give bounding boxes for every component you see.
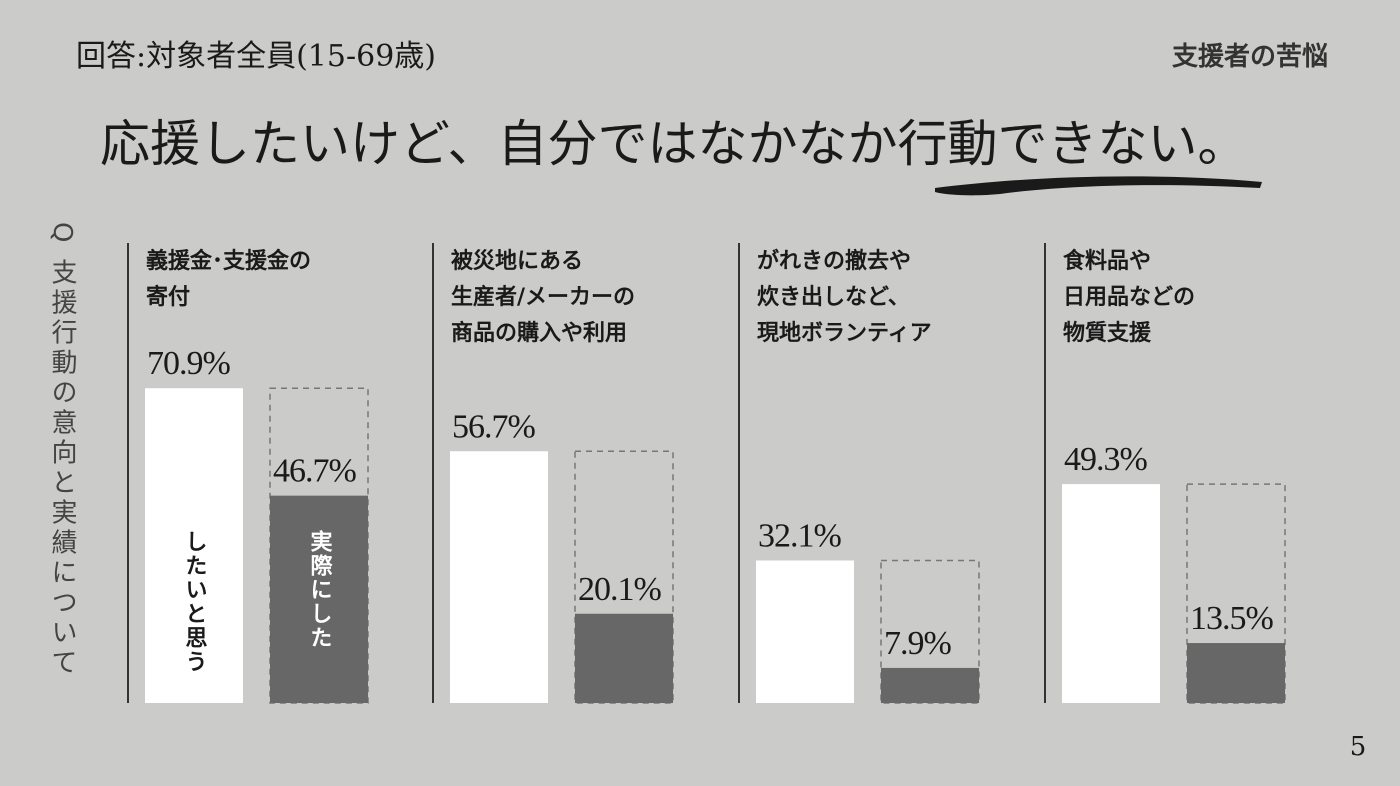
- bar: [145, 388, 243, 703]
- value-label: 46.7%: [273, 453, 357, 490]
- panel-title: 寄付: [146, 284, 190, 310]
- section-label: 支援者の苦悩: [1172, 42, 1328, 72]
- panel-title: 現地ボランティア: [757, 321, 932, 346]
- bar-label: したいと思う: [182, 530, 208, 674]
- bar: [881, 667, 979, 703]
- value-label: 32.1%: [758, 517, 842, 554]
- panel-title: 日用品などの: [1063, 285, 1195, 310]
- question: Q 支援行動の意向と実績について: [47, 222, 77, 679]
- panel-title: 商品の購入や利用: [451, 320, 627, 346]
- page-number: 5: [1350, 732, 1367, 762]
- header: 回答:対象者全員(15-69歳): [76, 39, 436, 74]
- panel-title: 炊き出しなど、: [757, 285, 910, 310]
- value-label: 70.9%: [147, 345, 231, 382]
- panel-title: 生産者/メーカーの: [451, 284, 635, 310]
- bar-label: 実際にした: [307, 529, 333, 650]
- bar: [270, 495, 368, 703]
- bar: [756, 560, 854, 703]
- bar: [1187, 643, 1285, 703]
- value-label: 7.9%: [884, 625, 952, 662]
- value-label: 20.1%: [578, 571, 662, 608]
- value-label: 56.7%: [452, 408, 536, 445]
- value-label: 49.3%: [1064, 441, 1148, 478]
- bar: [450, 451, 548, 703]
- panel-title: 被災地にある: [451, 249, 583, 274]
- bar: [575, 613, 673, 703]
- panel-title: 義援金･支援金の: [146, 248, 311, 274]
- brush-underline: [935, 176, 1262, 196]
- panel-title: 物質支援: [1063, 320, 1152, 346]
- panel-title: 食料品や: [1063, 248, 1151, 274]
- bar: [1062, 484, 1160, 703]
- headline: 応援したいけど、自分ではなかなか行動できない。: [100, 115, 1248, 173]
- panel-title: がれきの撤去や: [757, 248, 911, 274]
- value-label: 13.5%: [1190, 600, 1274, 637]
